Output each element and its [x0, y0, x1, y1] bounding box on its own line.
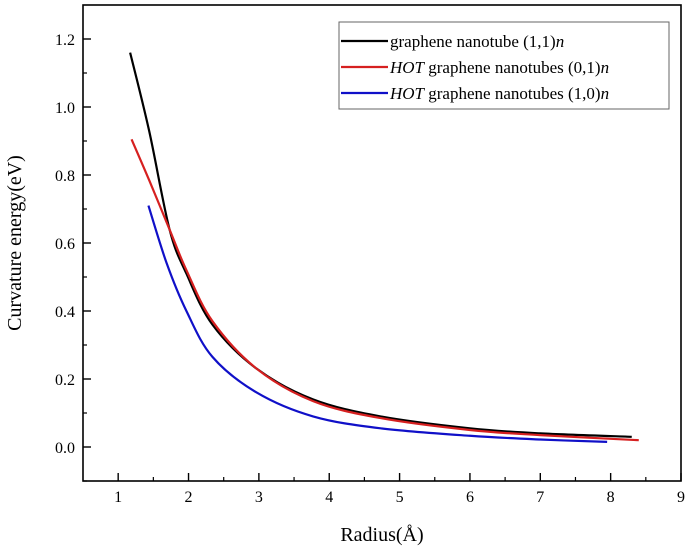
- legend-entry-part: HOT: [389, 84, 426, 103]
- legend-entry-part: graphene nanotubes (1,0): [424, 84, 601, 103]
- legend-entry-part: graphene nanotube (1,1): [390, 32, 556, 51]
- y-tick-label: 0.4: [55, 304, 75, 321]
- x-tick-label: 6: [466, 489, 474, 506]
- series-line: [130, 138, 639, 442]
- x-tick-label: 4: [325, 489, 333, 506]
- x-tick-label: 9: [677, 489, 685, 506]
- series-line: [147, 205, 608, 443]
- series-lines: [129, 52, 639, 443]
- legend-box: [338, 21, 670, 110]
- y-tick-label: 1.2: [55, 32, 75, 49]
- legend-entry: HOT graphene nanotubes (1,0)n: [389, 84, 609, 103]
- legend-entry-part: n: [601, 58, 610, 77]
- legend-entry: HOT graphene nanotubes (0,1)n: [389, 58, 609, 77]
- y-axis-label: Curvature energy(eV): [4, 155, 26, 331]
- axes: 1 2 3 4 5 6 7 8 9 0.0 0.2 0.4 0.6 0.8 1.0 1.2: [55, 4, 685, 506]
- x-tick-label: 2: [185, 489, 193, 506]
- series-line: [129, 52, 632, 438]
- x-tick-label: 1: [114, 489, 122, 506]
- y-tick-label: 0.2: [55, 372, 75, 389]
- x-tick-label: 8: [607, 489, 615, 506]
- legend-entry: graphene nanotube (1,1)n: [390, 32, 564, 51]
- x-tick-label: 5: [396, 489, 404, 506]
- legend-entry-part: graphene nanotubes (0,1): [424, 58, 601, 77]
- legend-entry-part: HOT: [389, 58, 426, 77]
- y-tick-label: 0.0: [55, 440, 75, 457]
- x-axis-label: Radius(Å): [340, 524, 423, 546]
- y-tick-label: 1.0: [55, 100, 75, 117]
- y-tick-label: 0.8: [55, 168, 75, 185]
- legend-entry-part: n: [556, 32, 565, 51]
- y-tick-label: 0.6: [55, 236, 75, 253]
- x-tick-label: 7: [536, 489, 544, 506]
- x-tick-label: 3: [255, 489, 263, 506]
- legend-entry-part: n: [601, 84, 610, 103]
